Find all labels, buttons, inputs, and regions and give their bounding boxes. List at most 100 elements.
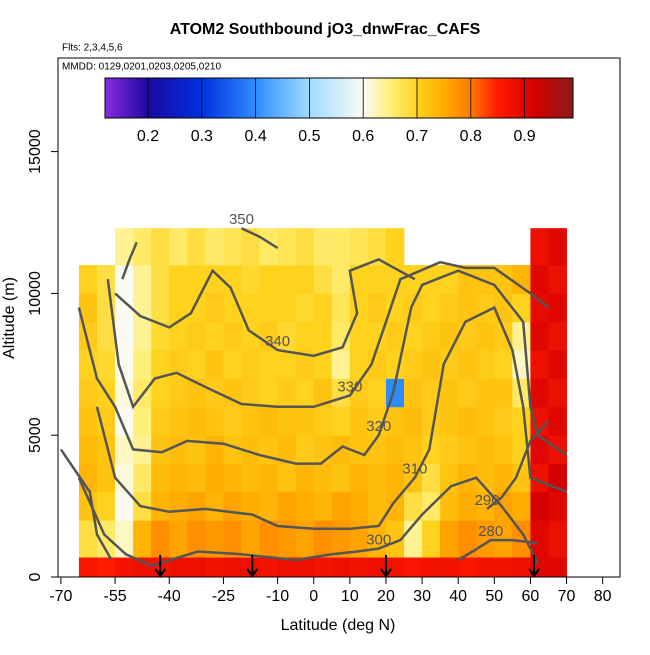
heat-cell (385, 520, 405, 558)
heat-cell (512, 557, 531, 578)
heat-cell (133, 520, 152, 558)
heat-cell (241, 378, 260, 408)
heat-cell (422, 350, 441, 379)
heat-cell (241, 265, 260, 294)
heat-cell (295, 378, 315, 408)
heat-cell (241, 520, 260, 558)
x-tick-label: -70 (49, 588, 72, 605)
heat-cell (277, 435, 297, 464)
heat-cell (259, 378, 278, 408)
heat-cell (385, 491, 405, 521)
heat-cell (512, 491, 531, 521)
heat-cell (548, 406, 567, 436)
heat-cell (349, 491, 369, 521)
heat-cell (385, 463, 405, 493)
heat-cell (133, 321, 152, 351)
heat-cell (97, 463, 116, 493)
heat-cell (367, 435, 387, 464)
heat-cell (512, 265, 531, 294)
y-tick-label: 10000 (27, 271, 44, 316)
heat-cell (223, 350, 242, 379)
heat-cell (187, 435, 206, 464)
heat-cell (259, 350, 278, 379)
heat-cell (295, 350, 315, 379)
heat-cell (97, 265, 116, 294)
heat-cell (440, 350, 459, 379)
heat-cell (259, 491, 278, 521)
heat-cell (277, 265, 297, 294)
heat-cell (494, 463, 513, 493)
heat-cell (115, 557, 134, 578)
heat-cell (151, 265, 170, 294)
heat-cell (187, 265, 206, 294)
heat-cell (313, 463, 333, 493)
heat-cell (223, 435, 242, 464)
heat-cell (349, 406, 369, 436)
heat-cell (223, 228, 242, 266)
heat-cell (530, 435, 549, 464)
heat-cell (151, 293, 170, 323)
heat-cell (349, 228, 369, 266)
heat-cell (187, 350, 206, 379)
heat-cell (187, 520, 206, 558)
heat-cell (223, 406, 242, 436)
heat-cell (133, 406, 152, 436)
heat-cell (458, 491, 477, 521)
heat-cell (349, 557, 369, 578)
heat-cell (78, 378, 98, 408)
heat-cell (404, 435, 423, 464)
heat-cell (115, 491, 134, 521)
heat-cell (512, 463, 531, 493)
heat-cell (512, 520, 531, 558)
heat-cell (223, 321, 242, 351)
heat-cell (494, 321, 513, 351)
heat-cell (115, 463, 134, 493)
heat-cell (440, 435, 459, 464)
heat-cell (259, 265, 278, 294)
heat-cell (422, 321, 441, 351)
contour-line (59, 420, 550, 561)
heat-cell (458, 378, 477, 408)
heat-cell (313, 378, 333, 408)
heat-cell (151, 491, 170, 521)
y-tick-label: 5000 (27, 417, 44, 453)
heat-cell (530, 557, 549, 578)
heat-cell (115, 265, 134, 294)
contour-label: 330 (337, 378, 362, 395)
heat-cell (313, 557, 333, 578)
heat-cell (277, 557, 297, 578)
heat-cell (205, 293, 224, 323)
heat-cell (277, 378, 297, 408)
heat-cell (476, 435, 495, 464)
contour-label: 350 (229, 211, 254, 228)
heat-cell (331, 557, 351, 578)
heat-cell (259, 228, 278, 266)
heat-cell (169, 293, 188, 323)
heat-cell (313, 265, 333, 294)
heat-cell (385, 321, 405, 351)
heat-cell (259, 557, 278, 578)
heat-cell (169, 491, 188, 521)
heat-cell (97, 321, 116, 351)
x-tick-label: 30 (413, 588, 431, 605)
heat-cell (530, 265, 549, 294)
heat-cell (422, 265, 441, 294)
colorbar-tick-label: 0.2 (137, 128, 159, 145)
contour-label: 320 (366, 418, 391, 435)
heat-cell (151, 228, 170, 266)
heat-cell (313, 406, 333, 436)
heat-cell (241, 228, 260, 266)
heat-cell (476, 350, 495, 379)
heat-cell (295, 463, 315, 493)
heat-cell (205, 406, 224, 436)
annotation: MMDD: 0129,0201,0203,0205,0210 (62, 62, 221, 73)
heat-cell (187, 557, 206, 578)
heat-cell (349, 350, 369, 379)
x-tick-label: 0 (309, 588, 318, 605)
heat-cell (259, 520, 278, 558)
heat-cell (241, 463, 260, 493)
heat-cell (422, 293, 441, 323)
heat-cell (367, 228, 387, 266)
heat-cell (548, 520, 567, 558)
heat-cell (241, 321, 260, 351)
